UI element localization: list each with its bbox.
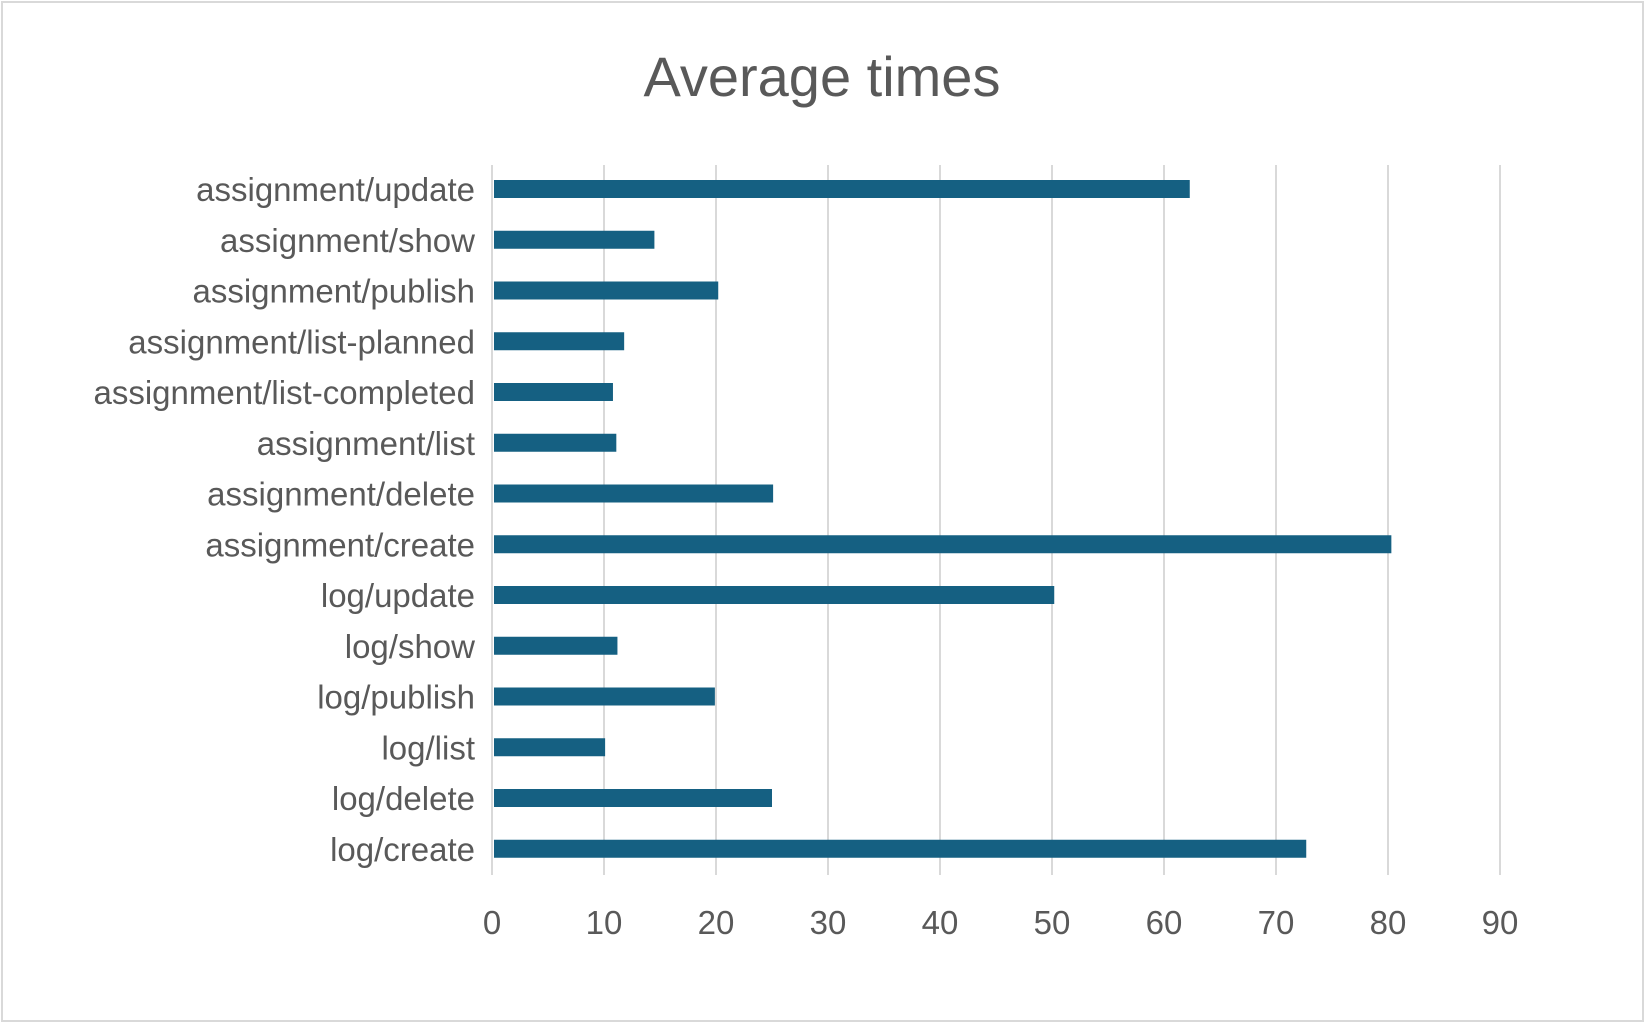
bar bbox=[494, 839, 1307, 858]
bar bbox=[494, 636, 618, 655]
bar bbox=[494, 433, 617, 452]
category-label: assignment/show bbox=[220, 222, 475, 259]
category-label: assignment/publish bbox=[193, 273, 476, 310]
x-tick-label: 40 bbox=[922, 904, 959, 941]
bar bbox=[494, 687, 715, 706]
bar bbox=[494, 738, 606, 757]
category-label: assignment/list bbox=[257, 425, 475, 462]
bar bbox=[494, 230, 655, 249]
category-label: log/create bbox=[330, 831, 475, 868]
x-tick-label: 10 bbox=[586, 904, 623, 941]
x-axis-tick-labels: 0 10 20 30 40 50 60 70 80 90 bbox=[483, 904, 1519, 941]
bar bbox=[494, 332, 625, 351]
bar-chart: Average times assignment/updateassignmen… bbox=[94, 45, 1519, 941]
chart-title: Average times bbox=[644, 45, 1001, 108]
bar bbox=[494, 484, 774, 503]
x-tick-label: 50 bbox=[1034, 904, 1071, 941]
x-tick-label: 20 bbox=[698, 904, 735, 941]
gridlines bbox=[491, 165, 1501, 875]
bar bbox=[494, 383, 613, 401]
x-tick-label: 30 bbox=[810, 904, 847, 941]
x-tick-label: 0 bbox=[483, 904, 501, 941]
bar bbox=[494, 789, 772, 807]
x-tick-label: 70 bbox=[1258, 904, 1295, 941]
category-label: assignment/delete bbox=[207, 476, 475, 513]
category-label: log/publish bbox=[317, 679, 475, 716]
x-tick-label: 90 bbox=[1482, 904, 1519, 941]
category-label: log/show bbox=[345, 628, 475, 665]
category-label: assignment/create bbox=[205, 526, 475, 563]
category-labels: assignment/update assignment/show assignme… bbox=[94, 171, 476, 868]
category-label: log/delete bbox=[332, 780, 475, 817]
bar bbox=[494, 180, 1190, 198]
x-tick-label: 60 bbox=[1146, 904, 1183, 941]
bar bbox=[494, 586, 1055, 604]
category-label: assignment/list-completed bbox=[94, 374, 476, 411]
category-label: assignment/list-planned bbox=[128, 323, 475, 360]
category-label: log/list bbox=[381, 729, 475, 766]
category-label: assignment/update bbox=[196, 171, 475, 208]
bars bbox=[494, 180, 1392, 858]
category-label: log/update bbox=[321, 577, 475, 614]
x-tick-label: 80 bbox=[1370, 904, 1407, 941]
bar bbox=[494, 535, 1392, 554]
bar bbox=[494, 281, 719, 300]
